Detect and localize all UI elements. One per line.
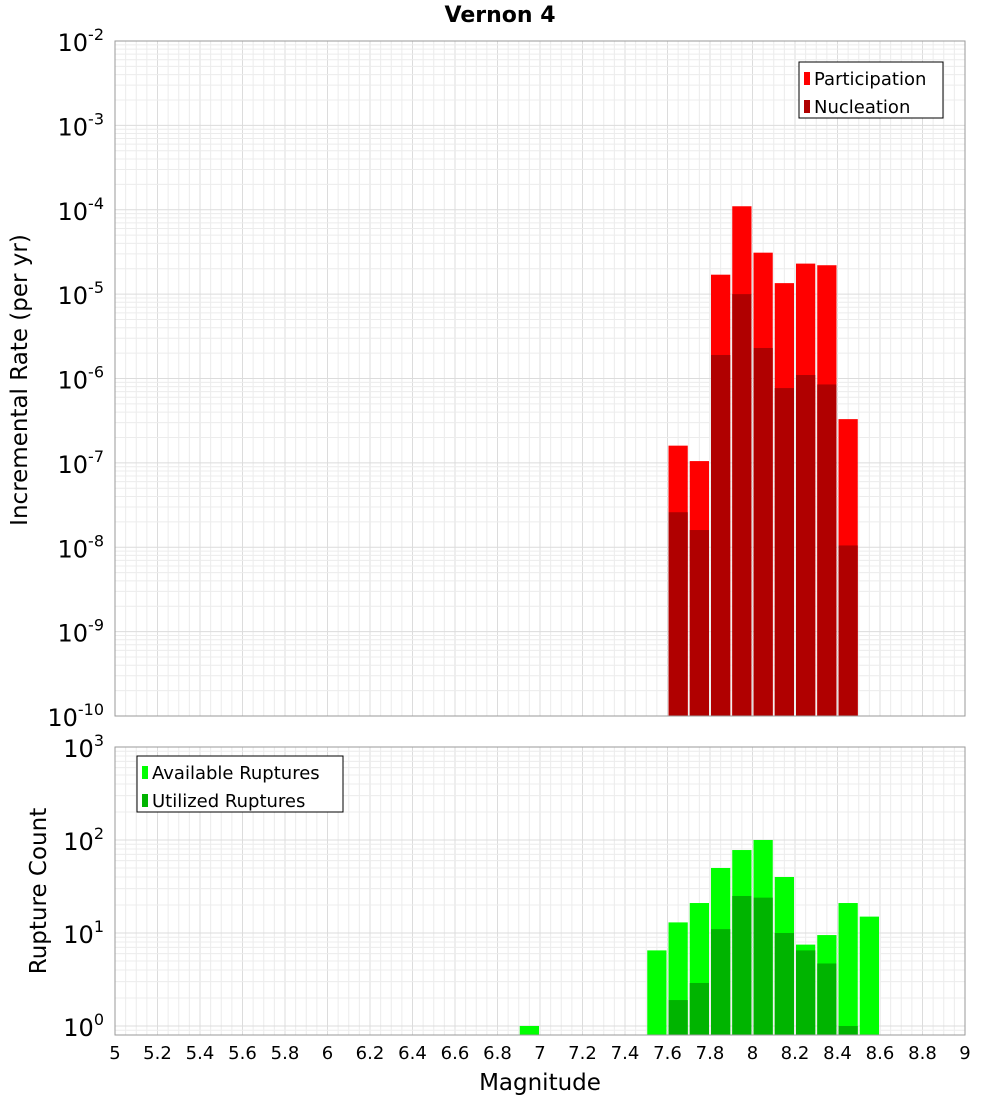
y-tick-label: 10-3	[58, 109, 105, 141]
x-tick-label: 8.6	[866, 1043, 895, 1064]
plot-frame	[114, 40, 966, 717]
x-tick-label: 8.2	[781, 1043, 810, 1064]
bar-utilized-ruptures	[711, 929, 731, 1035]
legend-swatch	[804, 100, 810, 113]
y-tick-label: 10-5	[58, 278, 105, 310]
y-tick-label: 102	[63, 824, 104, 856]
y-tick-label: 10-10	[47, 700, 104, 732]
legend-box	[136, 755, 344, 813]
y-tick-label: 10-2	[58, 25, 105, 57]
x-tick-label: 8.8	[908, 1043, 937, 1064]
legend-swatch	[804, 72, 810, 85]
legend-label: Utilized Ruptures	[152, 791, 305, 812]
y-tick-label: 103	[63, 731, 104, 763]
top-y-axis-label: Incremental Rate (per yr)	[7, 234, 33, 526]
x-tick-label: 5.8	[271, 1043, 300, 1064]
bar-utilized-ruptures	[732, 895, 752, 1035]
x-tick-label: 6.8	[483, 1043, 512, 1064]
x-tick-label: 8	[747, 1043, 758, 1064]
x-tick-label: 5	[109, 1043, 120, 1064]
chart-title: Vernon 4	[445, 3, 556, 28]
y-tick-label: 100	[63, 1010, 104, 1042]
bottom-y-axis-label: Rupture Count	[26, 808, 52, 974]
y-tick-label: 10-8	[58, 531, 105, 563]
bar-available-ruptures	[647, 950, 667, 1035]
x-tick-label: 7.4	[611, 1043, 640, 1064]
bar-available-ruptures	[838, 903, 858, 1035]
legend-swatch	[142, 766, 148, 779]
y-tick-label: 10-4	[58, 194, 105, 226]
y-tick-label: 10-6	[58, 363, 105, 395]
bar-utilized-ruptures	[838, 1025, 858, 1035]
bar-available-ruptures	[519, 1025, 539, 1035]
y-tick-label: 10-9	[58, 616, 105, 648]
bar-nucleation	[796, 375, 816, 716]
bar-utilized-ruptures	[796, 950, 816, 1035]
x-tick-label: 9	[959, 1043, 970, 1064]
bar-nucleation	[668, 512, 688, 716]
x-tick-label: 7.2	[568, 1043, 597, 1064]
x-tick-label: 6.6	[441, 1043, 470, 1064]
y-tick-label: 10-7	[58, 447, 105, 479]
x-tick-label: 5.4	[186, 1043, 215, 1064]
y-tick-label: 101	[63, 917, 104, 949]
legend-swatch	[142, 794, 148, 807]
x-tick-label: 5.6	[228, 1043, 257, 1064]
x-tick-label: 7.8	[696, 1043, 725, 1064]
legend-label: Available Ruptures	[152, 763, 320, 784]
x-tick-label: 6.2	[356, 1043, 385, 1064]
bottom-plot: 103 102 101 100 Available Ruptures Utilized R…	[63, 731, 970, 1064]
legend-box	[798, 61, 944, 119]
x-axis-label: Magnitude	[479, 1070, 601, 1096]
top-plot: 10-2 10-3 10-4 10-5 10-6 10-7 10-8 10-9 10-10 Par…	[47, 25, 966, 732]
bar-utilized-ruptures	[689, 982, 709, 1035]
x-tick-label: 6.4	[398, 1043, 427, 1064]
bar-nucleation	[753, 347, 773, 716]
x-tick-label: 5.2	[143, 1043, 172, 1064]
x-tick-label: 6	[322, 1043, 333, 1064]
bar-utilized-ruptures	[774, 932, 794, 1035]
x-tick-label: 8.4	[823, 1043, 852, 1064]
bar-utilized-ruptures	[817, 963, 837, 1035]
bar-utilized-ruptures	[753, 897, 773, 1035]
bar-nucleation	[817, 384, 837, 716]
legend-label: Nucleation	[814, 97, 910, 118]
x-tick-label: 7	[534, 1043, 545, 1064]
bar-nucleation	[689, 530, 709, 716]
plot-frame	[114, 746, 966, 1036]
bar-nucleation	[774, 388, 794, 716]
bar-available-ruptures	[859, 916, 879, 1035]
bar-nucleation	[838, 545, 858, 716]
bar-nucleation	[711, 354, 731, 716]
legend-label: Participation	[814, 69, 926, 90]
bar-nucleation	[732, 294, 752, 716]
x-tick-label: 7.6	[653, 1043, 682, 1064]
bar-utilized-ruptures	[668, 1000, 688, 1035]
